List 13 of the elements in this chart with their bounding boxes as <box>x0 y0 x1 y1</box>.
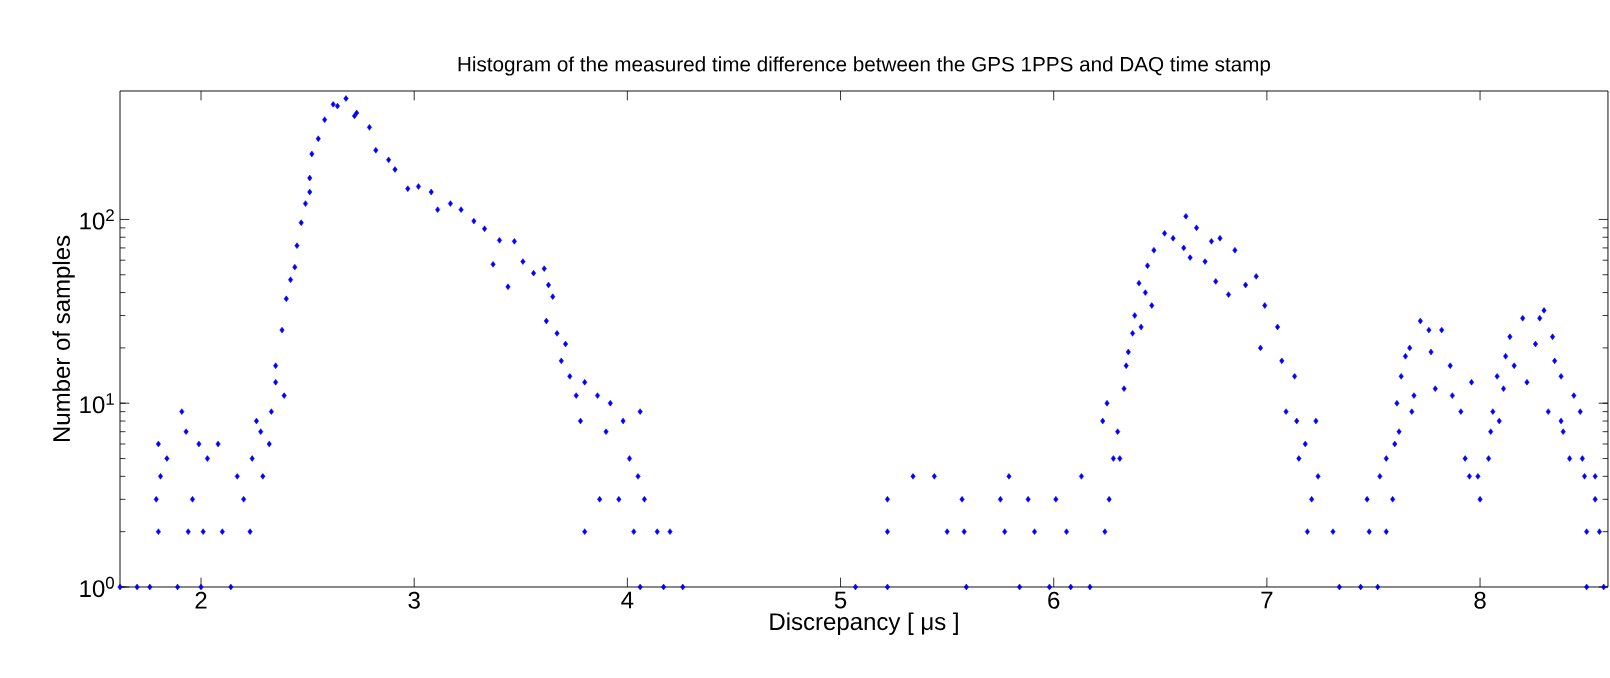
y-tick-label: 10$^{1}$ <box>80 393 114 414</box>
y-tick-label: 10$^{0}$ <box>80 576 114 598</box>
y-axis-title: Number of samples <box>52 235 75 442</box>
x-tick-label: 4 <box>621 591 634 609</box>
y-tick-label: 10$^{2}$ <box>80 209 114 230</box>
x-tick-label: 3 <box>408 591 420 609</box>
x-tick-label: 2 <box>195 591 207 609</box>
x-axis-title: Discrepancy [ μs ] <box>770 612 958 635</box>
x-tick-label: 8 <box>1474 591 1486 609</box>
x-tick-label: 5 <box>834 591 847 609</box>
chart-title: Histogram of the measured time difference between the GPS 1PPS and DAQ time stamp <box>458 56 1271 76</box>
x-tick-label: 7 <box>1261 591 1273 609</box>
x-tick-label: 6 <box>1048 591 1060 609</box>
